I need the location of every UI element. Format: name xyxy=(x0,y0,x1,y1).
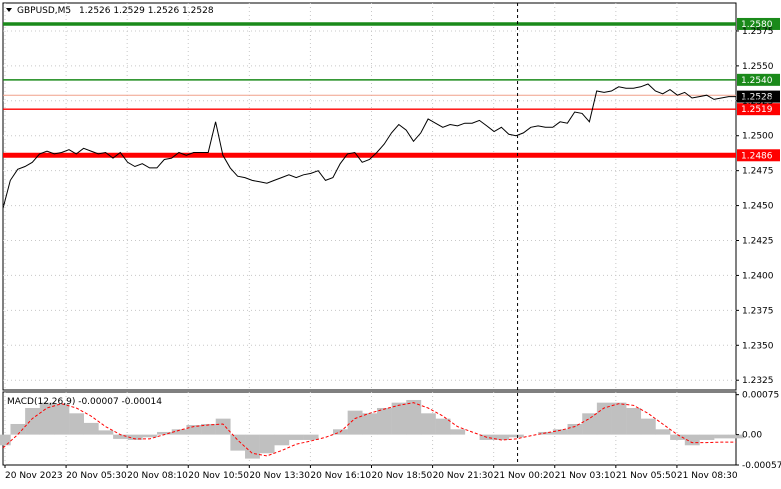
macd-histogram-bar xyxy=(552,429,568,435)
macd-histogram-bar xyxy=(25,407,41,435)
x-tick-label: 20 Nov 18:50 xyxy=(372,471,433,481)
macd-histogram-bar xyxy=(362,413,378,435)
x-tick-label: 20 Nov 05:30 xyxy=(66,471,127,481)
macd-tick-label: 0.00 xyxy=(742,431,762,441)
macd-histogram-bar xyxy=(684,434,700,446)
macd-histogram-bar xyxy=(670,434,686,440)
macd-signal-line xyxy=(2,402,736,457)
x-tick-label: 20 Nov 13:30 xyxy=(249,471,310,481)
macd-histogram-bar xyxy=(714,434,730,439)
macd-histogram-bar xyxy=(420,413,436,435)
macd-histogram-bar xyxy=(450,429,466,435)
symbol-name: GBPUSD,M5 xyxy=(17,6,71,16)
y-tick-label: 1.2550 xyxy=(742,62,774,72)
macd-histogram-bar xyxy=(611,402,627,435)
macd-histogram-bar xyxy=(582,413,598,435)
macd-title: MACD(12,26,9) -0.00007 -0.00014 xyxy=(7,397,162,407)
y-tick-label: 1.2325 xyxy=(742,376,774,386)
macd-histogram-bar xyxy=(435,418,451,435)
x-tick-label: 20 Nov 16:10 xyxy=(310,471,371,481)
macd-histogram-bar xyxy=(142,434,158,438)
macd-histogram-bar xyxy=(171,429,187,435)
main-grid xyxy=(3,3,736,390)
price-level-tag xyxy=(737,17,780,30)
price-series-line xyxy=(2,83,736,209)
macd-histogram-bar xyxy=(655,429,671,435)
macd-histogram-bar xyxy=(54,403,70,435)
macd-histogram-bar xyxy=(83,422,99,435)
y-tick-label: 1.2500 xyxy=(742,132,774,142)
symbol-ohlc: 1.2526 1.2529 1.2526 1.2528 xyxy=(79,6,214,16)
time-axis: 20 Nov 2023 20 Nov 05:30 20 Nov 08:10 20 No… xyxy=(4,465,738,481)
price-level-tag xyxy=(737,90,780,103)
price-level-tag xyxy=(737,73,780,86)
macd-tick-label: -0.00057 xyxy=(742,461,781,471)
price-level-label: 1.2580 xyxy=(741,20,773,30)
macd-histogram-bar xyxy=(186,425,202,435)
y-tick-label: 1.2575 xyxy=(742,27,774,37)
price-level-tag xyxy=(737,103,780,116)
macd-histogram-bar xyxy=(347,410,363,435)
macd-axis: 0.00075 0.00 -0.00057 xyxy=(736,391,781,471)
y-tick-label: 1.2425 xyxy=(742,237,774,247)
macd-histogram-bar xyxy=(215,418,231,435)
y-tick-label: 1.2525 xyxy=(742,97,774,107)
y-tick-label: 1.2475 xyxy=(742,167,774,177)
macd-histogram-bar xyxy=(259,434,275,454)
x-tick-label: 21 Nov 03:10 xyxy=(555,471,616,481)
macd-histogram-bar xyxy=(157,431,172,435)
x-tick-label: 20 Nov 21:30 xyxy=(433,471,494,481)
x-tick-label: 21 Nov 08:30 xyxy=(677,471,738,481)
macd-histogram-bar xyxy=(0,434,11,446)
macd-histogram-bar xyxy=(640,418,656,435)
macd-tick-label: 0.00075 xyxy=(742,391,779,401)
symbol-header: GBPUSD,M5 1.2526 1.2529 1.2526 1.2528 xyxy=(6,6,214,16)
macd-histogram-bar xyxy=(567,423,583,435)
macd-histogram-bar xyxy=(626,407,642,435)
macd-histogram-bar xyxy=(98,430,114,435)
macd-histogram-bar xyxy=(201,423,216,435)
y-tick-label: 1.2450 xyxy=(742,202,774,212)
macd-histogram-bar xyxy=(289,434,304,440)
price-level-label: 1.2519 xyxy=(741,105,773,115)
price-level-label: 1.2528 xyxy=(741,93,773,103)
triangle-down-icon[interactable] xyxy=(6,8,12,12)
macd-histogram-bar xyxy=(376,407,392,435)
macd-histogram-bar xyxy=(10,423,26,435)
x-tick-label: 20 Nov 10:50 xyxy=(188,471,249,481)
y-tick-label: 1.2375 xyxy=(742,306,774,316)
x-tick-label: 21 Nov 05:50 xyxy=(616,471,677,481)
x-tick-label: 20 Nov 08:10 xyxy=(127,471,188,481)
macd-histogram-bar xyxy=(494,434,510,440)
price-level-label: 1.2540 xyxy=(741,76,773,86)
macd-histogram-bar xyxy=(274,434,290,446)
macd-histogram-bar xyxy=(508,434,524,438)
price-levels[interactable]: 1.2580 1.2540 1.2528 1.2519 1.2486 xyxy=(3,17,780,162)
macd-histogram-bar xyxy=(69,413,84,435)
macd-histogram-bar xyxy=(303,434,319,440)
macd-histogram-bar xyxy=(245,434,260,459)
price-line xyxy=(2,83,736,209)
macd-signal-series-line xyxy=(2,402,736,457)
macd-histogram-bar xyxy=(113,434,128,439)
y-tick-label: 1.2400 xyxy=(742,271,774,281)
price-level-tag xyxy=(737,149,780,162)
macd-histogram-bar xyxy=(127,434,143,440)
macd-histogram-bar xyxy=(406,399,422,435)
macd-histogram-bar xyxy=(728,434,744,439)
macd-histogram-bar xyxy=(699,434,715,440)
macd-histogram-bar xyxy=(230,434,246,451)
y-tick-label: 1.2350 xyxy=(742,341,774,351)
x-tick-label: 20 Nov 2023 xyxy=(5,471,63,481)
macd-histogram-bar xyxy=(39,402,55,435)
macd-histogram xyxy=(0,399,744,459)
macd-histogram-bar xyxy=(391,402,407,435)
x-tick-label: 21 Nov 00:20 xyxy=(494,471,555,481)
main-panel-frame xyxy=(2,2,737,391)
price-axis: 1.2575 1.2550 1.2525 1.2500 1.2475 1.2450 1.24… xyxy=(736,27,774,386)
price-level-label: 1.2486 xyxy=(741,151,773,161)
